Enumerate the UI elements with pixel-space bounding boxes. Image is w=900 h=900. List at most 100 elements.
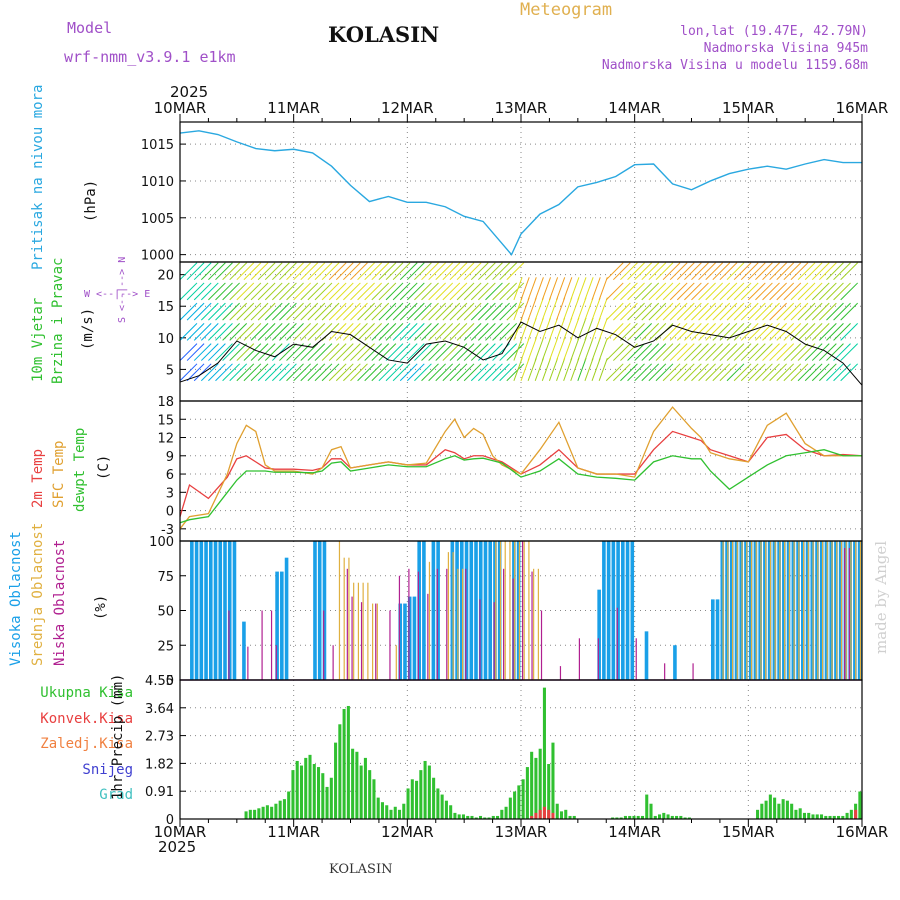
wind-barb [598,277,608,301]
wind-barb [641,262,660,281]
high-cloud-bar [516,541,521,680]
wind-barb [314,343,333,361]
wind-barb [840,262,859,281]
precip-total-bar [410,779,414,819]
wind-barb [179,262,198,281]
wind-barb [357,282,375,301]
high-cloud-bar [772,541,777,680]
high-cloud-bar [223,541,227,680]
wind-barb [840,302,859,321]
wind-barb [286,343,304,361]
precip-conv-bar [854,809,858,819]
wind-barb [378,302,397,321]
wind-barb [485,363,503,382]
y-tick-label: 6 [166,468,174,483]
wind-barb [328,323,347,341]
wind-barb [776,323,795,341]
high-cloud-bar [673,645,677,680]
wind-barb [790,282,809,301]
precip-total-bar [419,770,423,819]
high-cloud-bar [208,541,213,680]
precip-total-bar [325,786,329,819]
wind-barb [179,282,198,301]
wind-barb [655,262,674,281]
precip-total-bar [658,814,662,819]
high-cloud-bar [322,541,327,680]
wind-barb [747,282,766,301]
precip-total-bar [530,751,534,819]
wind-barb [634,323,652,341]
wind-barb [293,282,311,301]
wind-barb [634,282,652,301]
wind-barb [826,262,844,281]
wind-compass-we: W <--|--> E [84,289,151,300]
precip-total-bar [768,794,772,819]
high-cloud-bar [848,541,852,680]
wind-barb [456,262,475,281]
precip-total-bar [534,757,538,819]
wind-barb [669,323,688,341]
high-cloud-bar [469,541,474,680]
footer-station: KOLASIN [329,862,393,877]
wind-barb [428,343,446,361]
wind-barb [762,343,780,361]
precip-total-bar [470,815,474,819]
wind-barb [250,363,269,382]
wind-barb [662,302,681,321]
wind-barb [534,297,544,321]
wind-barb [435,282,454,301]
wind-barb [613,282,631,301]
wind-barb [762,323,780,341]
wind-barb [428,323,446,341]
wind-barb [371,282,390,301]
wind-barb [684,343,702,361]
precip-total-bar [496,815,500,819]
wind-barb [627,282,645,301]
high-cloud-bar [720,541,725,680]
wind-barb [570,358,580,381]
precip-total-bar [645,794,649,819]
wind-barb [186,343,205,361]
y-tick-label: 75 [157,570,174,585]
precip-total-bar [559,811,564,819]
precip-legend-conv: Konvek.Kisa [40,711,133,727]
wind-barb [257,343,276,361]
wind-barb [783,262,802,281]
wind-barb [414,363,432,382]
wind-barb [492,323,510,341]
high-cloud-bar [782,541,786,680]
wind-barb [186,282,205,301]
wind-barb [264,282,283,301]
wind-barb [392,343,411,361]
wind-barb [705,343,724,361]
wind-barb [250,262,269,281]
wind-barb [428,302,446,321]
wind-barb [811,302,830,321]
wind-barb [797,302,816,321]
wind-barb [392,363,411,382]
wind-barb [740,363,759,382]
wind-barb [449,343,468,361]
wind-barb [506,262,525,281]
wind-barb [300,282,319,301]
precip-total-bar [432,777,436,819]
wind-barb [762,363,780,382]
wind-barb [399,343,418,361]
wind-barb [279,363,297,382]
wind-barb [676,302,695,321]
wind-barb [684,363,702,382]
precip-total-bar [551,742,555,819]
precip-total-bar [406,788,410,819]
wind-barb [712,363,731,382]
wind-barb [250,282,269,301]
wind-barb [200,363,219,382]
wind-barb [648,323,667,341]
precip-total-bar [478,815,483,819]
wind-barb [811,282,830,301]
wind-barb [470,282,489,301]
wind-barb [506,363,525,382]
y-tick-label: 18 [157,395,174,410]
wind-barb [570,317,580,341]
precip-total-bar [436,788,440,819]
wind-barb [272,302,290,321]
